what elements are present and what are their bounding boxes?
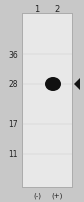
Text: 2: 2 [54,5,60,14]
Bar [22,14,72,187]
Text: 11: 11 [8,150,18,159]
Text: 17: 17 [8,120,18,129]
Polygon shape [74,79,80,90]
Text: (-): (-) [33,192,41,198]
Text: 28: 28 [8,80,18,89]
Text: 1: 1 [34,5,40,14]
Text: 36: 36 [8,50,18,59]
Text: (+): (+) [51,192,63,198]
Ellipse shape [45,78,61,92]
